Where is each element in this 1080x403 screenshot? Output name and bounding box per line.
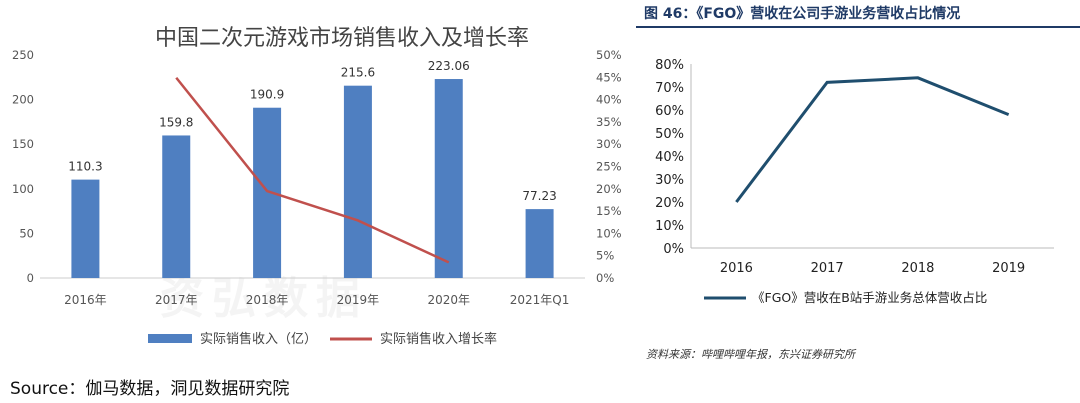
y-tick-label: 40% xyxy=(655,150,684,165)
y-right-tick-label: 25% xyxy=(596,160,622,174)
y-tick-label: 0% xyxy=(663,242,684,257)
x-tick-label: 2019 xyxy=(992,261,1025,276)
y-tick-label: 30% xyxy=(655,173,684,188)
bar-data-label: 190.9 xyxy=(250,88,284,102)
bar xyxy=(525,209,554,278)
growth-line xyxy=(175,76,450,264)
y-tick-label: 60% xyxy=(655,104,684,119)
y-right-tick-label: 35% xyxy=(596,115,622,129)
x-tick-label: 2018年 xyxy=(246,293,289,307)
bar-data-label: 215.6 xyxy=(341,66,375,80)
y-right-tick-label: 20% xyxy=(596,182,622,196)
y-tick-label: 20% xyxy=(655,196,684,211)
y-right-tick-label: 15% xyxy=(596,204,622,218)
left-chart-svg: 中国二次元游戏市场销售收入及增长率 0 50 100 150 200 250 0% 5% 10% 1… xyxy=(12,26,622,347)
y-left-tick-label: 100 xyxy=(12,182,34,196)
bar xyxy=(71,179,100,278)
y-right-tick-label: 50% xyxy=(596,48,622,62)
x-tick-label: 2021年Q1 xyxy=(510,293,570,307)
y-right-tick-label: 45% xyxy=(596,70,622,84)
bar xyxy=(434,79,463,278)
x-tick-label: 2017 xyxy=(811,261,844,276)
y-tick-label: 80% xyxy=(655,58,684,73)
bar-data-label: 77.23 xyxy=(522,189,556,203)
share-line xyxy=(735,76,1010,203)
bar-data-label: 159.8 xyxy=(159,115,193,129)
x-tick-label: 2020年 xyxy=(427,293,470,307)
right-chart-panel: 图 46：《FGO》营收在公司手游业务营收占比情况 0% 10% 20% 30% 40%… xyxy=(636,0,1080,372)
figure-header: 图 46：《FGO》营收在公司手游业务营收占比情况 xyxy=(636,0,1080,28)
y-tick-label: 50% xyxy=(655,127,684,142)
y-left-tick-label: 0 xyxy=(27,271,34,285)
y-right-tick-label: 40% xyxy=(596,93,622,107)
x-tick-label: 2016年 xyxy=(64,293,107,307)
bar-data-label: 223.06 xyxy=(428,59,470,73)
x-tick-label: 2018 xyxy=(901,261,934,276)
legend-bar-swatch xyxy=(148,334,192,343)
chart-title: 中国二次元游戏市场销售收入及增长率 xyxy=(155,26,529,51)
y-right-tick-label: 30% xyxy=(596,137,622,151)
legend-label: 《FGO》营收在B站手游业务总体营收占比 xyxy=(752,290,987,305)
figure-title: 图 46：《FGO》营收在公司手游业务营收占比情况 xyxy=(644,6,961,22)
legend-line-label: 实际销售收入增长率 xyxy=(380,331,497,347)
bar xyxy=(253,107,282,279)
legend-bar-label: 实际销售收入（亿） xyxy=(200,331,317,347)
bar-data-label: 110.3 xyxy=(68,160,102,174)
source-note: 资料来源：哔哩哔哩年报，东兴证券研究所 xyxy=(646,348,855,361)
bar xyxy=(343,85,372,278)
y-right-tick-label: 0% xyxy=(596,271,614,285)
page-source-caption: Source：伽马数据，洞见数据研究院 xyxy=(10,379,290,399)
y-tick-label: 10% xyxy=(655,219,684,234)
y-right-tick-label: 10% xyxy=(596,226,622,240)
x-tick-label: 2019年 xyxy=(337,293,380,307)
x-tick-label: 2016 xyxy=(720,261,753,276)
y-left-tick-label: 200 xyxy=(12,93,34,107)
y-left-tick-label: 50 xyxy=(19,226,34,240)
left-chart-panel: 资弘数据 中国二次元游戏市场销售收入及增长率 0 50 100 150 200 250 0% 5… xyxy=(12,26,622,347)
right-chart-svg: 0% 10% 20% 30% 40% 50% 60% 70% 80% 2016 2017 2018 20… xyxy=(655,58,1054,305)
y-left-tick-label: 250 xyxy=(12,48,34,62)
x-tick-label: 2017年 xyxy=(155,293,198,307)
bar xyxy=(162,135,191,278)
y-left-tick-label: 150 xyxy=(12,137,34,151)
y-tick-label: 70% xyxy=(655,81,684,96)
watermark-text: 资弘数据 xyxy=(160,273,368,324)
y-right-tick-label: 5% xyxy=(596,249,614,263)
